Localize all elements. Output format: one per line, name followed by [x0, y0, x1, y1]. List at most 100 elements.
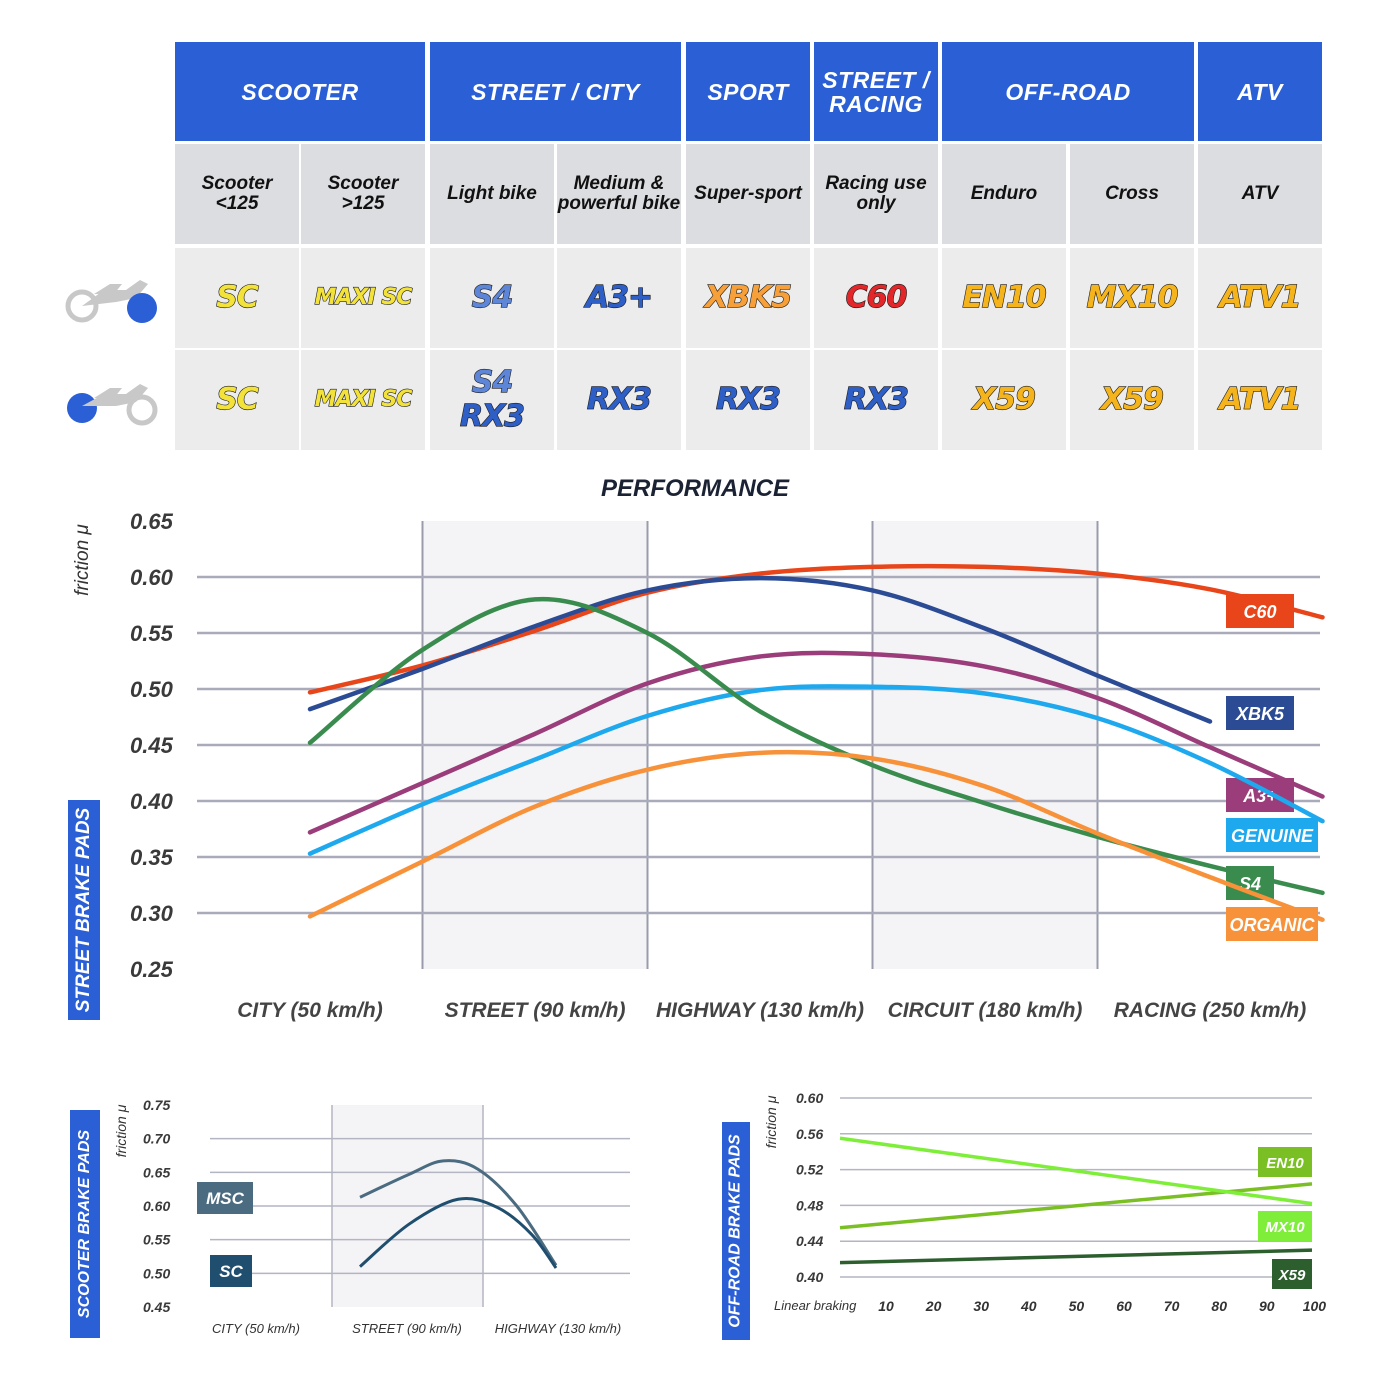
x-tick-label: 70	[1164, 1298, 1180, 1314]
pad-logo-maxi-sc: MAXI SC	[314, 284, 413, 310]
series-line-a3	[307, 650, 1325, 835]
legend-label-sc: SC	[219, 1262, 243, 1281]
chart-title: PERFORMANCE	[601, 475, 790, 502]
y-tick-label: 0.60	[796, 1090, 823, 1106]
x-tick-label: 90	[1259, 1298, 1275, 1314]
front-pad-a3: A3+	[557, 248, 681, 348]
offroad-brake-pads-label: OFF-ROAD BRAKE PADS	[722, 1122, 750, 1340]
pad-logo-atv1: ATV1	[1219, 280, 1302, 315]
y-tick-label: 0.40	[796, 1269, 823, 1285]
x-tick-label: HIGHWAY (130 km/h)	[656, 999, 864, 1022]
y-tick-label: 0.55	[143, 1232, 170, 1248]
front-pad-en10: EN10	[942, 248, 1066, 348]
legend-box-xbk5	[1226, 696, 1294, 730]
pad-logo-xbk5: XBK5	[704, 280, 792, 315]
series-line-mx10	[839, 1136, 1313, 1206]
legend-box-genuine	[1226, 818, 1318, 852]
x-tick-label: CITY (50 km/h)	[212, 1321, 300, 1336]
legend-box-msc	[197, 1182, 253, 1214]
subcategory-medium-powerful-bike: Medium & powerful bike	[557, 144, 681, 244]
subcategory-cross: Cross	[1070, 144, 1194, 244]
scooter-brake-pads-label: SCOOTER BRAKE PADS	[70, 1110, 100, 1338]
y-axis-label: friction μ	[763, 1095, 779, 1148]
y-tick-label: 0.30	[130, 901, 174, 926]
y-tick-label: 0.60	[143, 1198, 170, 1214]
series-line-genuine	[307, 684, 1325, 856]
x-axis-label: Linear braking	[774, 1298, 857, 1313]
subcategory-scooter-125: Scooter >125	[301, 144, 425, 244]
front-pad-xbk5: XBK5	[686, 248, 810, 348]
subcategory-super-sport: Super-sport	[686, 144, 810, 244]
pad-logo-rx3: RX3	[459, 399, 525, 434]
series-line-organic	[307, 749, 1325, 922]
pad-logo-s4: S4	[471, 280, 514, 315]
y-tick-label: 0.48	[796, 1197, 823, 1213]
y-tick-label: 0.60	[130, 565, 174, 590]
subcategory-light-bike: Light bike	[430, 144, 554, 244]
category-sport: SPORT	[686, 42, 810, 141]
legend-box-en10	[1258, 1147, 1312, 1177]
pad-logo-rx3: RX3	[586, 382, 652, 417]
pad-logo-c60: C60	[845, 280, 908, 315]
legend-box-mx10	[1258, 1211, 1312, 1241]
subcategory-atv: ATV	[1198, 144, 1322, 244]
scooter-chart: 0.75 0.70 0.65 0.60 0.55 0.50 0.45 friction μ CI…	[113, 1097, 630, 1336]
offroad-chart: 0.60 0.56 0.52 0.48 0.44 0.40 friction μ Linear…	[763, 1090, 1327, 1314]
legend-label-organic: ORGANIC	[1230, 915, 1316, 935]
category-off-road: OFF-ROAD	[942, 42, 1194, 141]
y-tick-label: 0.50	[130, 677, 174, 702]
y-tick-label: 0.35	[130, 845, 174, 870]
pad-logo-rx3: RX3	[715, 382, 781, 417]
pad-logo-atv1: ATV1	[1219, 382, 1302, 417]
x-tick-label: RACING (250 km/h)	[1114, 999, 1307, 1022]
subcategory-racing-use-only: Racing use only	[814, 144, 938, 244]
pad-logo-sc: SC	[216, 382, 260, 417]
front-pad-maxi-sc: MAXI SC	[301, 248, 425, 348]
rear-pad-x59: X59	[1070, 350, 1194, 450]
x-tick-label: 80	[1211, 1298, 1227, 1314]
performance-chart: 0.65 0.60 0.55 0.50 0.45 0.40 0.35 0.30 0.25 PERF…	[72, 475, 1325, 1022]
front-pad-atv1: ATV1	[1198, 248, 1322, 348]
legend-box-sc	[210, 1255, 252, 1287]
category-street-city: STREET / CITY	[430, 42, 681, 141]
series-line-sc	[359, 1197, 558, 1269]
x-tick-label: STREET (90 km/h)	[445, 999, 626, 1022]
y-tick-label: 0.75	[143, 1097, 170, 1113]
x-tick-label: CIRCUIT (180 km/h)	[888, 999, 1083, 1022]
y-tick-label: 0.70	[143, 1131, 170, 1147]
front-pad-c60: C60	[814, 248, 938, 348]
pad-logo-a3: A3+	[585, 280, 653, 315]
y-tick-label: 0.45	[130, 733, 174, 758]
x-tick-label: 40	[1020, 1298, 1037, 1314]
x-tick-label: 50	[1069, 1298, 1085, 1314]
x-tick-label: 60	[1116, 1298, 1132, 1314]
x-tick-label: 20	[925, 1298, 942, 1314]
y-axis-label: friction μ	[72, 524, 93, 596]
category-atv: ATV	[1198, 42, 1322, 141]
y-tick-label: 0.25	[130, 957, 174, 982]
rear-pad-rx3: RX3	[686, 350, 810, 450]
x-tick-label: 100	[1303, 1298, 1327, 1314]
pad-logo-sc: SC	[216, 280, 260, 315]
category-street-racing: STREET / RACING	[814, 42, 938, 141]
y-tick-label: 0.52	[796, 1162, 823, 1178]
offroad-brake-pads-text: OFF-ROAD BRAKE PADS	[727, 1134, 745, 1328]
series-line-msc	[359, 1159, 558, 1267]
x-tick-label: CITY (50 km/h)	[237, 999, 382, 1022]
pad-logo-mx10: MX10	[1086, 280, 1179, 315]
legend-label-msc: MSC	[206, 1189, 245, 1208]
front-pad-sc: SC	[175, 248, 299, 348]
legend-box-organic	[1226, 907, 1318, 941]
y-tick-label: 0.55	[130, 621, 174, 646]
front-pad-mx10: MX10	[1070, 248, 1194, 348]
subcategory-enduro: Enduro	[942, 144, 1066, 244]
legend-label-xbk5: XBK5	[1235, 704, 1285, 724]
pad-logo-x59: X59	[972, 382, 1036, 417]
rear-pad-sc: SC	[175, 350, 299, 450]
legend-box-x59	[1272, 1259, 1312, 1289]
legend-label-mx10: MX10	[1265, 1219, 1305, 1236]
rear-pad-s4-rx3: S4 RX3	[430, 350, 554, 450]
rear-pad-atv1: ATV1	[1198, 350, 1322, 450]
y-tick-label: 0.45	[143, 1299, 170, 1315]
pad-logo-x59: X59	[1100, 382, 1164, 417]
